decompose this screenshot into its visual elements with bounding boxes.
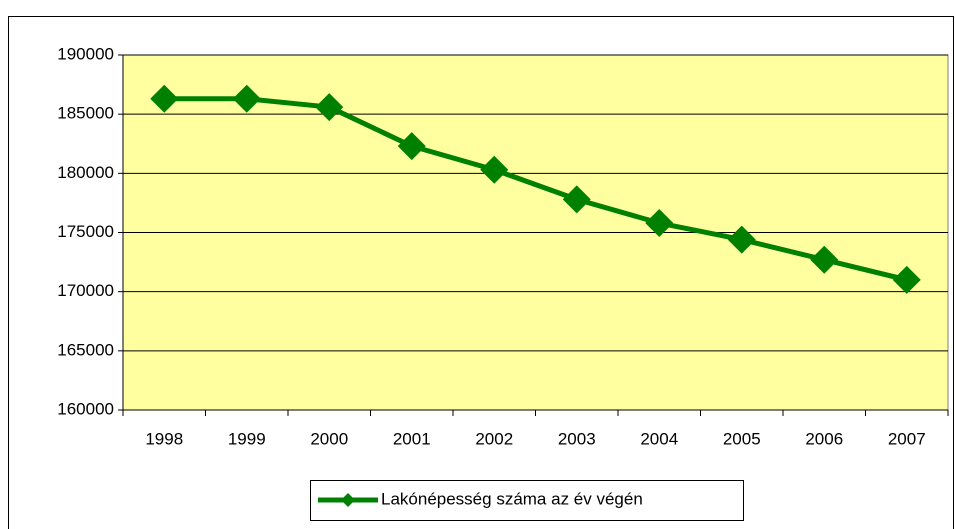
x-tick-label: 2003 [558, 429, 596, 448]
data-point [397, 132, 426, 161]
x-tick-label: 1998 [145, 429, 183, 448]
legend-label: Lakónépesség száma az év végén [381, 489, 643, 508]
data-point [315, 93, 344, 122]
y-tick-label: 185000 [57, 104, 114, 123]
y-tick-label: 165000 [57, 340, 114, 359]
x-tick-label: 2001 [393, 429, 431, 448]
x-tick-label: 2005 [723, 429, 761, 448]
data-point [150, 84, 179, 113]
x-tick-label: 2000 [310, 429, 348, 448]
data-line [164, 96, 908, 283]
x-tick-label: 1999 [228, 429, 266, 448]
y-tick-label: 175000 [57, 222, 114, 241]
x-tick-label: 2006 [805, 429, 843, 448]
data-point [645, 209, 674, 238]
data-point [892, 265, 921, 294]
x-tick-label: 2007 [888, 429, 926, 448]
x-tick-label: 2004 [640, 429, 678, 448]
data-point [232, 84, 261, 113]
data-point [480, 155, 509, 184]
y-tick-label: 160000 [57, 399, 114, 418]
legend-box [310, 480, 744, 521]
y-tick-label: 180000 [57, 163, 114, 182]
data-point [810, 245, 839, 274]
data-point [562, 185, 591, 214]
y-tick-label: 170000 [57, 281, 114, 300]
y-tick-label: 190000 [57, 44, 114, 63]
legend-marker [341, 493, 355, 507]
data-point [727, 225, 756, 254]
x-tick-label: 2002 [475, 429, 513, 448]
